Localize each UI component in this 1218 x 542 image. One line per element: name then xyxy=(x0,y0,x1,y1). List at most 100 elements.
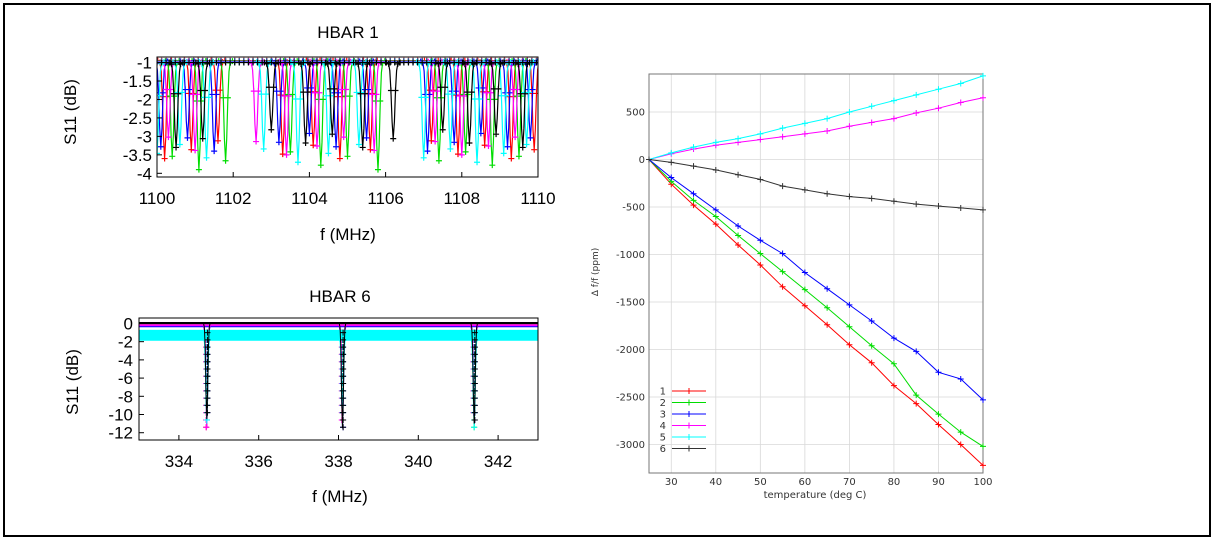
drift-point xyxy=(824,128,831,134)
drift-point xyxy=(735,232,742,239)
drift-x-tick-label: 50 xyxy=(754,477,767,488)
hbar1-axes-frame xyxy=(156,56,539,178)
hbar1-y-tick-label: -3.5 xyxy=(123,146,152,165)
hbar1-dip xyxy=(295,59,316,147)
legend-item-5: 5 xyxy=(660,433,706,444)
drift-series-line xyxy=(648,97,984,160)
drift-point xyxy=(846,341,853,348)
drift-y-tick-label: -500 xyxy=(622,203,645,214)
drift-point xyxy=(868,359,875,366)
hbar1-plot-area: 1100 1102 1104 1106 1108 1110 -1-1.5-2-2.5-3-3… xyxy=(123,54,556,208)
drift-point xyxy=(868,103,875,110)
drift-point xyxy=(757,136,764,143)
drift-series-5 xyxy=(646,72,986,163)
drift-point xyxy=(712,206,719,213)
hbar1-dip xyxy=(322,59,343,138)
hbar1-x-tick-label: 1102 xyxy=(215,189,252,208)
hbar1-y-axis-label: S11 (dB) xyxy=(61,79,80,145)
drift-series-line xyxy=(648,159,984,466)
hbar1-y-tick-label: -3 xyxy=(137,127,152,146)
drift-point xyxy=(846,123,853,130)
drift-point xyxy=(779,268,786,275)
legend-item-6: 6 xyxy=(660,444,706,455)
hbar6-y-axis-label: S11 (dB) xyxy=(63,349,82,415)
hbar1-x-tick-label: 1110 xyxy=(520,189,555,208)
drift-point xyxy=(913,392,920,399)
drift-point xyxy=(913,400,920,407)
drift-x-tick-label: 40 xyxy=(709,477,722,488)
legend-marker xyxy=(686,399,692,406)
drift-point xyxy=(957,429,964,436)
hbar6-cyan-band xyxy=(139,329,538,341)
legend-marker xyxy=(686,434,692,440)
drift-point xyxy=(735,135,742,142)
drift-point xyxy=(980,72,986,79)
drift-point xyxy=(779,283,786,290)
drift-series-6 xyxy=(646,156,986,213)
drift-plot-area: 30 40 50 60 70 80 90 100 500 0 -500 -1000 -1500 -2000… xyxy=(616,72,993,488)
drift-point xyxy=(913,91,920,98)
hbar1-y-tick-label: -1 xyxy=(137,54,152,73)
drift-x-tick-label: 70 xyxy=(843,477,856,488)
drift-point xyxy=(779,125,786,132)
hbar6-y-tick-label: -6 xyxy=(118,369,133,388)
drift-point xyxy=(868,119,875,126)
hbar6-series-layer xyxy=(139,322,538,431)
drift-point xyxy=(690,197,697,204)
drift-x-axis-label: temperature (deg C) xyxy=(764,490,867,501)
hbar1-dip xyxy=(166,59,186,151)
drift-series-line xyxy=(648,75,984,160)
hbar6-plot-area: 334 336 338 340 342 0-2-4-6-8-10-12 xyxy=(108,314,539,471)
drift-point xyxy=(935,86,942,93)
drift-y-tick-label: -1500 xyxy=(616,298,645,309)
hbar6-x-tick-label: 338 xyxy=(324,452,352,471)
drift-series-3 xyxy=(646,156,986,403)
legend-label: 1 xyxy=(660,387,666,398)
drift-point xyxy=(957,441,964,448)
drift-point xyxy=(957,99,964,106)
drift-point xyxy=(668,159,675,166)
hbar1-x-tick-label: 1100 xyxy=(139,189,176,208)
drift-point xyxy=(980,462,986,469)
hbar6-x-tick-label: 336 xyxy=(245,452,273,471)
hbar6-x-axis-label: f (MHz) xyxy=(312,487,368,506)
drift-point xyxy=(801,120,808,127)
hbar1-dip xyxy=(261,59,282,133)
legend-item-1: 1 xyxy=(660,387,706,398)
drift-point xyxy=(824,304,831,311)
drift-y-tick-label: -2000 xyxy=(616,345,645,356)
drift-point xyxy=(890,97,897,104)
drift-x-tick-label: 60 xyxy=(798,477,811,488)
drift-point xyxy=(779,183,786,190)
drift-point xyxy=(757,250,764,257)
hbar6-x-tick-label: 340 xyxy=(404,452,432,471)
hbar6-dip xyxy=(202,322,212,420)
drift-point xyxy=(913,109,920,116)
drift-point xyxy=(824,285,831,292)
legend-label: 5 xyxy=(660,433,666,444)
drift-point xyxy=(668,149,675,156)
drift-point xyxy=(846,109,853,115)
drift-point xyxy=(868,318,875,324)
drift-y-tick-label: -1000 xyxy=(616,250,645,261)
legend-label: 4 xyxy=(660,421,666,432)
hbar6-dip xyxy=(338,322,347,431)
hbar6-y-tick-label: -8 xyxy=(118,387,133,406)
drift-point xyxy=(757,237,764,244)
drift-grid xyxy=(649,74,984,473)
drift-point xyxy=(935,411,942,418)
hbar1-y-tick-label: -2.5 xyxy=(123,109,152,128)
drift-point xyxy=(957,375,964,382)
drift-point xyxy=(957,80,964,87)
hbar6-series-5 xyxy=(139,329,538,431)
drift-point xyxy=(980,396,986,403)
hbar1-dip xyxy=(432,59,453,133)
drift-point xyxy=(935,203,942,210)
drift-point xyxy=(824,190,831,197)
drift-point xyxy=(712,139,719,146)
drift-series-line xyxy=(648,159,984,401)
drift-point xyxy=(868,195,875,202)
drift-point xyxy=(824,321,831,328)
drift-point xyxy=(735,242,742,248)
hbar6-y-tick-label: -2 xyxy=(118,333,133,352)
